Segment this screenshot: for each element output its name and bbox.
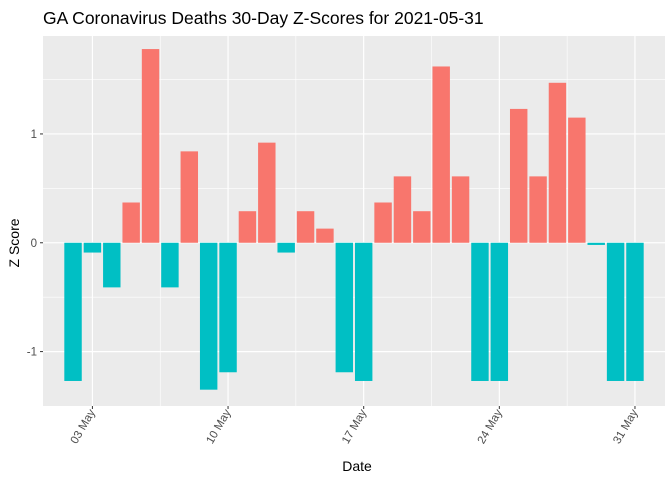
bar-2021-05-03 xyxy=(83,242,102,253)
bar-2021-05-12 xyxy=(258,142,276,243)
bar-2021-05-07 xyxy=(161,242,179,288)
bar-2021-05-21 xyxy=(432,66,450,243)
bar-2021-05-23 xyxy=(471,242,489,381)
bar-2021-05-30 xyxy=(606,242,625,381)
x-tick-label: 31 May xyxy=(611,407,640,446)
bar-2021-05-20 xyxy=(413,211,431,243)
bar-2021-05-31 xyxy=(626,242,644,381)
x-tick-label: 17 May xyxy=(340,407,369,446)
bar-2021-05-13 xyxy=(277,242,295,253)
bar-2021-05-25 xyxy=(509,108,528,243)
bar-2021-05-09 xyxy=(199,242,218,390)
bar-2021-05-11 xyxy=(238,211,257,243)
bar-2021-05-19 xyxy=(393,176,412,243)
bar-2021-05-05 xyxy=(122,202,140,243)
bar-2021-05-16 xyxy=(335,242,354,373)
x-tick-label: 03 May xyxy=(69,407,98,446)
chart-title: GA Coronavirus Deaths 30-Day Z-Scores fo… xyxy=(43,8,484,28)
bar-2021-05-22 xyxy=(451,176,470,243)
y-tick-label: -1 xyxy=(27,347,37,359)
bars xyxy=(64,49,644,390)
bar-2021-05-10 xyxy=(219,242,237,373)
y-axis-title: Z Score xyxy=(6,218,22,267)
bar-2021-05-26 xyxy=(529,176,547,243)
y-tick-label: 1 xyxy=(31,129,37,141)
bar-2021-05-02 xyxy=(64,242,82,381)
bar-2021-05-18 xyxy=(374,202,392,243)
y-tick-label: 0 xyxy=(31,238,37,250)
x-tick-label: 10 May xyxy=(204,407,233,446)
bar-2021-05-27 xyxy=(548,82,567,243)
bar-2021-05-17 xyxy=(354,242,373,381)
x-tick-label: 24 May xyxy=(476,407,505,446)
bar-2021-05-06 xyxy=(141,49,160,243)
bar-2021-05-04 xyxy=(103,242,121,288)
bar-2021-05-15 xyxy=(316,228,334,243)
bar-2021-05-14 xyxy=(296,211,315,243)
y-axis: -1 0 1 xyxy=(27,129,43,359)
bar-2021-05-24 xyxy=(490,242,509,381)
bar-2021-05-29 xyxy=(587,242,605,245)
bar-2021-05-08 xyxy=(180,151,199,243)
x-axis: 03 May 10 May 17 May 24 May 31 May xyxy=(69,406,641,446)
bar-2021-05-28 xyxy=(568,117,586,243)
x-axis-title: Date xyxy=(342,458,372,474)
